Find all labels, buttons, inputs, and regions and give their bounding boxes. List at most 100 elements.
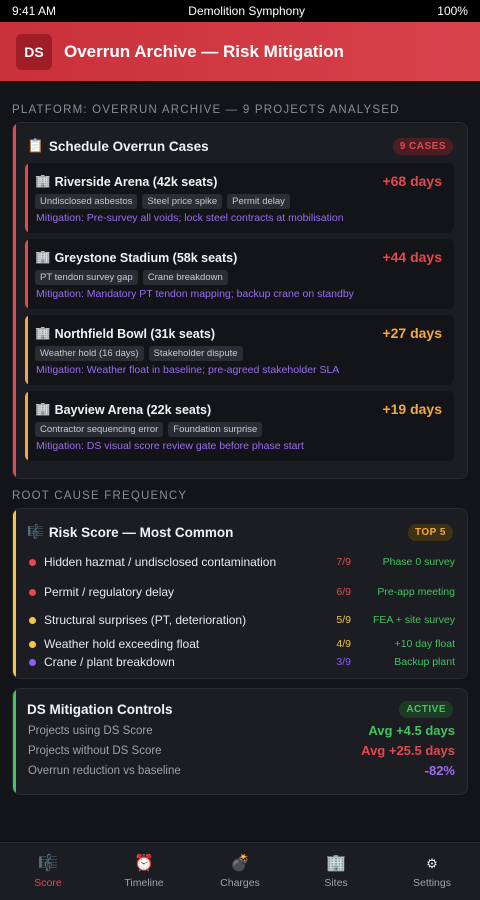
mitigation-controls-title: DS Mitigation Controls (27, 701, 173, 717)
control-label: Projects without DS Score (28, 744, 162, 757)
clipboard-icon: 📋 (27, 138, 44, 153)
overrun-cases-title: 📋 Schedule Overrun Cases (27, 138, 209, 154)
root-cause-fix: Pre-app meeting (377, 586, 455, 598)
severity-dot-icon (29, 640, 36, 648)
cause-tag: Steel price spike (142, 194, 223, 209)
nav-item-settings[interactable]: ⚙ Settings (384, 843, 480, 900)
nav-item-sites[interactable]: 🏢 Sites (288, 843, 384, 900)
risk-score-title-text: Risk Score — Most Common (48, 524, 234, 540)
nav-item-timeline[interactable]: ⏰ Timeline (96, 843, 192, 900)
cause-tag: Contractor sequencing error (35, 422, 164, 437)
building-icon: 🏢 (35, 250, 51, 264)
root-cause-row: Crane / plant breakdown 3/9 Backup plant (29, 651, 455, 673)
risk-score-card: 🎼 Risk Score — Most Common TOP 5 Hidden … (12, 508, 468, 679)
control-row: Overrun reduction vs baseline -82% (28, 763, 455, 778)
control-value: -82% (424, 763, 455, 778)
page-title: Overrun Archive — Risk Mitigation (64, 41, 344, 61)
case-card[interactable]: 🏢 Greystone Stadium (58k seats) +44 days PT… (25, 239, 454, 309)
status-battery: 100% (437, 4, 468, 18)
cause-tag: Weather hold (16 days) (35, 346, 144, 361)
case-tags: Weather hold (16 days) Stakeholder disput… (35, 346, 243, 361)
cause-tag: Undisclosed asbestos (35, 194, 138, 209)
nav-label: Settings (413, 876, 451, 889)
building-icon: 🏢 (35, 402, 51, 416)
cause-tag: Permit delay (227, 194, 290, 209)
top-five-badge: TOP 5 (407, 523, 453, 541)
nav-label: Score (34, 876, 62, 889)
case-name: 🏢 Riverside Arena (42k seats) (35, 174, 217, 189)
case-name-text: Greystone Stadium (58k seats) (54, 250, 238, 265)
bottom-nav: 🎼 Score ⏰ Timeline 💣 Charges 🏢 Sites ⚙ Settings (0, 842, 480, 900)
nav-label: Sites (324, 876, 348, 889)
root-cause-label: Crane / plant breakdown (44, 655, 175, 669)
root-cause-label: Permit / regulatory delay (44, 585, 175, 599)
case-mitigation: Mitigation: Weather float in baseline; p… (36, 364, 340, 376)
root-cause-frequency: 6/9 (336, 586, 351, 598)
control-value: Avg +4.5 days (368, 723, 455, 738)
platform-heading: PLATFORM: OVERRUN ARCHIVE — 9 PROJECTS A… (12, 104, 400, 116)
cause-tag: Stakeholder dispute (148, 346, 243, 361)
card-accent (13, 509, 16, 678)
nav-item-charges[interactable]: 💣 Charges (192, 843, 288, 900)
root-cause-label: Structural surprises (PT, deterioration) (44, 613, 247, 627)
mitigation-controls-card: DS Mitigation Controls ACTIVE Projects u… (12, 688, 468, 795)
control-row: Projects using DS Score Avg +4.5 days (28, 723, 455, 738)
card-accent (13, 689, 16, 794)
root-cause-fix: +10 day float (394, 638, 455, 650)
root-cause-frequency: 3/9 (336, 656, 351, 668)
control-label: Projects using DS Score (28, 724, 153, 737)
case-accent (25, 239, 28, 309)
severity-dot-icon (29, 588, 36, 596)
case-name: 🏢 Bayview Arena (22k seats) (35, 402, 211, 417)
root-cause-row: Hidden hazmat / undisclosed contaminatio… (29, 551, 455, 573)
case-card[interactable]: 🏢 Northfield Bowl (31k seats) +27 days Weat… (25, 315, 454, 385)
root-cause-frequency: 7/9 (336, 556, 351, 568)
case-tags: PT tendon survey gap Crane breakdown (35, 270, 228, 285)
case-card[interactable]: 🏢 Bayview Arena (22k seats) +19 days Contra… (25, 391, 454, 461)
case-name-text: Riverside Arena (42k seats) (54, 174, 218, 189)
status-bar: 9:41 AM Demolition Symphony 100% (0, 0, 480, 22)
music-score-icon: 🎼 (27, 524, 44, 539)
root-cause-frequency: 5/9 (336, 614, 351, 626)
nav-label: Charges (220, 876, 260, 889)
case-mitigation: Mitigation: Mandatory PT tendon mapping;… (36, 288, 354, 300)
cause-tag: PT tendon survey gap (35, 270, 138, 285)
case-tags: Contractor sequencing error Foundation su… (35, 422, 263, 437)
root-cause-label: Weather hold exceeding float (44, 637, 200, 651)
case-overrun-days: +27 days (382, 325, 442, 341)
settings-icon: ⚙ (426, 855, 438, 871)
case-overrun-days: +19 days (382, 401, 442, 417)
case-name: 🏢 Northfield Bowl (31k seats) (35, 326, 215, 341)
root-cause-fix: Phase 0 survey (382, 556, 455, 568)
status-app-name: Demolition Symphony (188, 4, 306, 18)
root-cause-row: Structural surprises (PT, deterioration)… (29, 609, 455, 631)
nav-label: Timeline (124, 876, 164, 889)
nav-item-score[interactable]: 🎼 Score (0, 843, 96, 900)
score-icon: 🎼 (38, 854, 58, 872)
case-mitigation: Mitigation: DS visual score review gate … (36, 440, 304, 452)
cause-tag: Foundation surprise (168, 422, 263, 437)
case-card[interactable]: 🏢 Riverside Arena (42k seats) +68 days Undi… (25, 163, 454, 233)
control-value: Avg +25.5 days (361, 743, 455, 758)
case-overrun-days: +68 days (382, 173, 442, 189)
cause-tag: Crane breakdown (142, 270, 228, 285)
severity-dot-icon (29, 616, 36, 624)
app-logo: DS (16, 33, 52, 70)
case-accent (25, 391, 28, 461)
root-cause-row: Permit / regulatory delay 6/9 Pre-app meet… (29, 581, 455, 603)
severity-dot-icon (29, 558, 36, 566)
root-cause-fix: Backup plant (394, 656, 455, 668)
severity-dot-icon (29, 658, 36, 666)
overrun-cases-title-text: Schedule Overrun Cases (48, 138, 209, 154)
control-label: Overrun reduction vs baseline (28, 764, 181, 777)
case-overrun-days: +44 days (382, 249, 442, 265)
case-accent (25, 163, 28, 233)
case-accent (25, 315, 28, 385)
app-header: DS Overrun Archive — Risk Mitigation (0, 22, 480, 81)
control-row: Projects without DS Score Avg +25.5 days (28, 743, 455, 758)
case-name-text: Bayview Arena (22k seats) (54, 402, 212, 417)
overrun-cases-card: 📋 Schedule Overrun Cases 9 CASES 🏢 Rivers… (12, 122, 468, 479)
root-cause-heading: ROOT CAUSE FREQUENCY (12, 490, 188, 502)
root-cause-fix: FEA + site survey (373, 614, 455, 626)
case-tags: Undisclosed asbestos Steel price spike Per… (35, 194, 290, 209)
